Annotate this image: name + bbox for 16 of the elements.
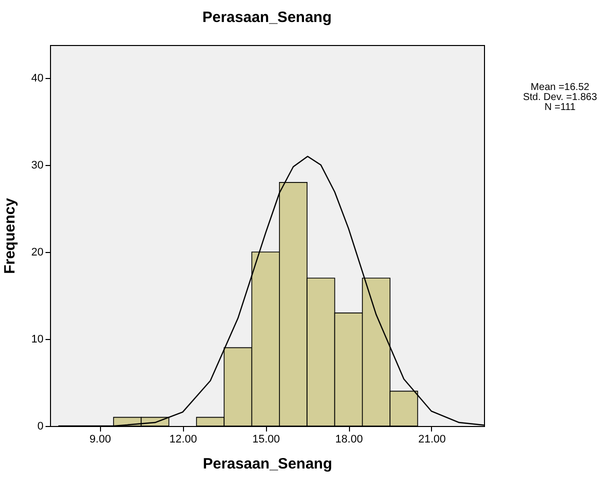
text: Mean =16.52 [530,82,590,93]
x-tick-label: 18.00 [335,434,363,446]
y-tick-label: 10 [31,334,44,346]
chart-title: Perasaan_Senang [202,9,332,26]
text: N =111 [544,102,576,113]
y-axis-title: Frequency [1,197,18,274]
x-tick-label: 21.00 [418,434,446,446]
x-tick-label: 15.00 [252,434,280,446]
x-tick-label: 9.00 [90,434,111,446]
x-axis-title: Perasaan_Senang [202,456,332,472]
x-tick-label: 12.00 [169,434,197,446]
y-tick-label: 20 [31,246,44,259]
y-tick-label: 30 [31,160,44,172]
text: Std. Dev. =1.863 [522,92,598,103]
y-tick-label: 0 [37,420,44,432]
y-tick-label: 40 [31,72,44,85]
